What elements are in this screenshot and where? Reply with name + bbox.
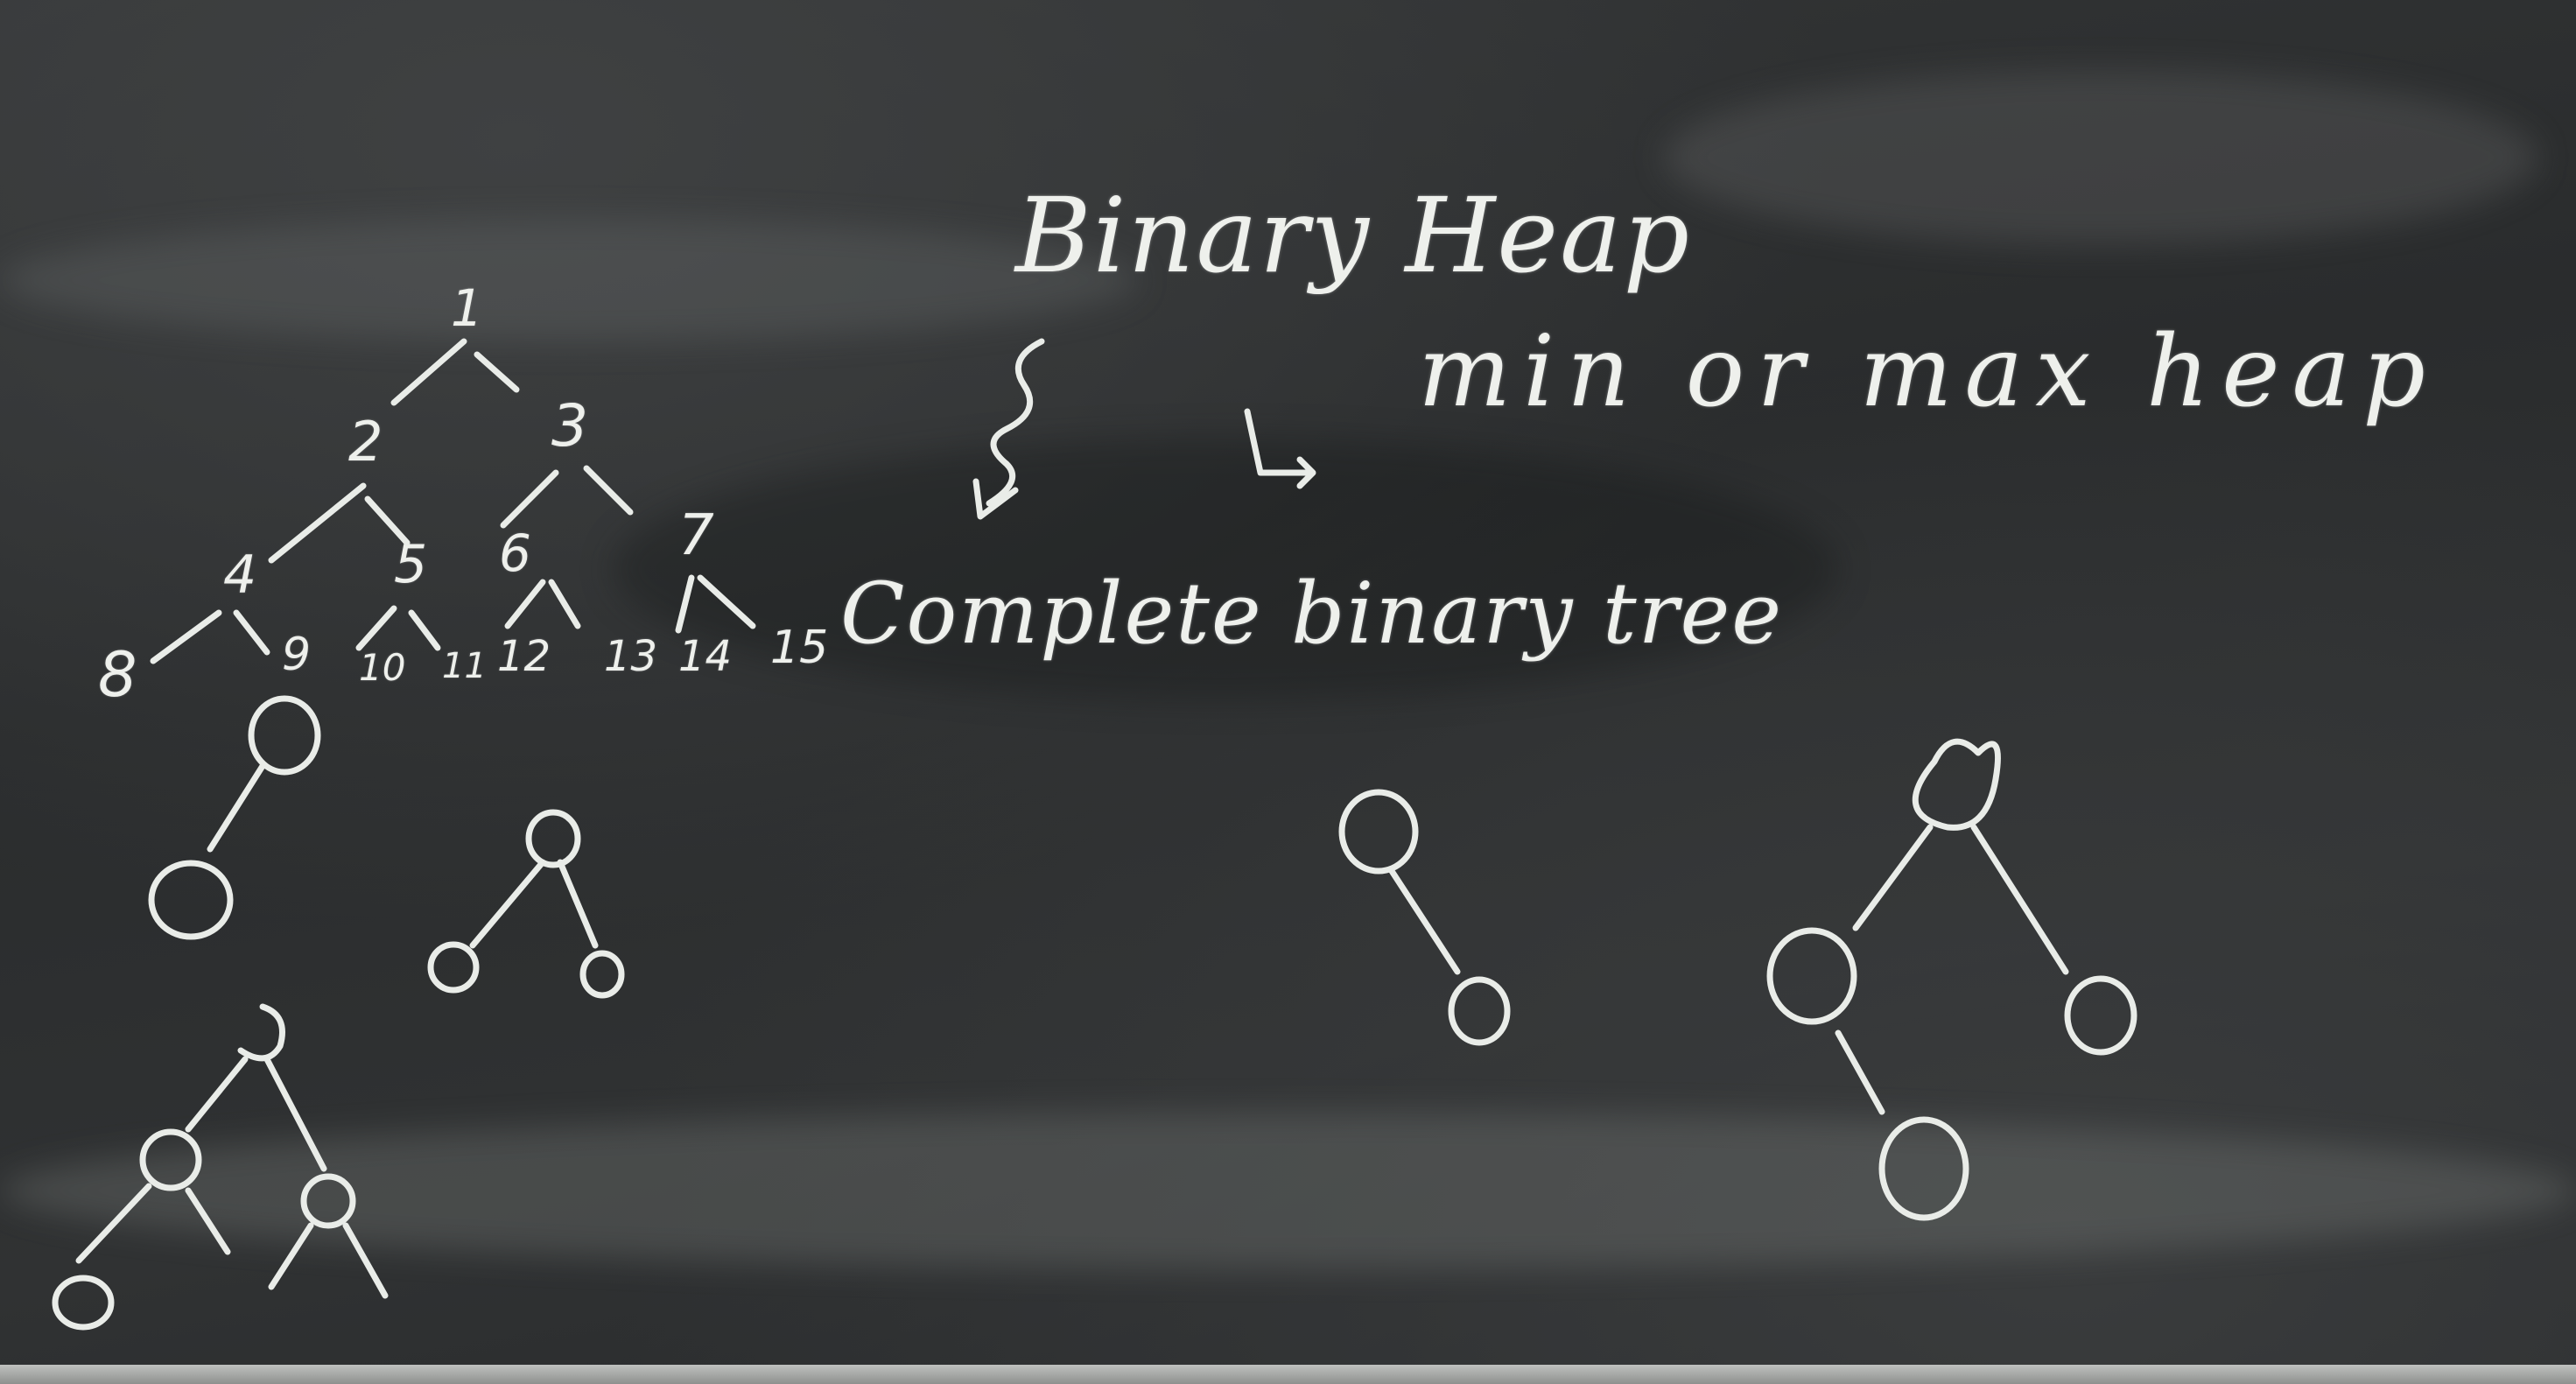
node-circle xyxy=(300,1173,356,1229)
hook-arrow-icon xyxy=(1244,408,1316,489)
node-circle xyxy=(525,809,581,868)
edge xyxy=(364,495,411,546)
edge xyxy=(469,859,546,949)
numbered-tree-edges xyxy=(150,338,756,664)
node-circle xyxy=(427,941,480,994)
right-tree-sketch xyxy=(1766,738,2137,1221)
title-binary-heap: Binary Heap xyxy=(1015,175,1692,296)
edge xyxy=(342,1222,389,1299)
edge xyxy=(504,579,546,629)
edge xyxy=(355,605,397,651)
tree-label-9: 9 xyxy=(282,629,312,681)
eraser-smudge xyxy=(1663,70,2538,245)
eraser-smudge xyxy=(0,219,1138,341)
tree-label-14: 14 xyxy=(678,632,733,681)
node-circle xyxy=(1912,738,2001,831)
edge xyxy=(185,1187,231,1255)
tree-label-6: 6 xyxy=(499,523,531,583)
chalk-tray xyxy=(0,1365,2576,1384)
edge xyxy=(500,469,559,529)
tree-label-2: 2 xyxy=(348,410,383,474)
edge xyxy=(557,859,599,949)
squiggle-arrow xyxy=(986,338,1045,507)
tree-label-11: 11 xyxy=(442,646,487,686)
tree-label-10: 10 xyxy=(359,646,406,689)
node-circle xyxy=(248,695,321,776)
node-circle xyxy=(148,860,234,940)
edge xyxy=(390,338,467,406)
subtitle-heap-type: min or max heap xyxy=(1418,315,2438,429)
edge xyxy=(583,465,634,516)
tree-label-8: 8 xyxy=(98,639,137,711)
edge xyxy=(408,609,441,651)
node-circle xyxy=(52,1275,115,1331)
small-tree-sketch xyxy=(427,809,625,999)
edge xyxy=(185,1056,249,1133)
tree-label-5: 5 xyxy=(394,534,428,595)
tree-label-7: 7 xyxy=(678,503,714,568)
eraser-smudge xyxy=(613,438,1838,700)
node-circle xyxy=(1448,976,1511,1046)
tree-label-12: 12 xyxy=(497,632,551,681)
edge xyxy=(1852,824,1934,931)
edge xyxy=(263,1056,327,1172)
node-circle xyxy=(1766,927,1857,1025)
edge xyxy=(548,579,581,629)
edge xyxy=(207,762,266,853)
edge xyxy=(1388,868,1461,975)
edge xyxy=(1970,824,2069,975)
edge xyxy=(268,1222,314,1290)
edge xyxy=(233,609,270,656)
eraser-smudge xyxy=(0,1112,2576,1269)
tree-label-4: 4 xyxy=(223,544,257,606)
edge xyxy=(75,1183,152,1264)
node-circle xyxy=(1878,1116,1969,1221)
tree-label-3: 3 xyxy=(551,392,588,460)
tree-label-1: 1 xyxy=(451,278,483,338)
node-circle xyxy=(2064,975,2137,1056)
edge xyxy=(150,609,222,664)
edge xyxy=(268,482,367,564)
chain-tree-sketch xyxy=(148,695,321,940)
edge xyxy=(474,351,520,393)
node-circle xyxy=(139,1128,202,1191)
edge xyxy=(697,574,756,629)
tree-label-15: 15 xyxy=(770,622,829,674)
node-circle xyxy=(237,1003,285,1062)
tree-label-13: 13 xyxy=(604,632,658,681)
complete-binary-tree-label: Complete binary tree xyxy=(840,565,1784,663)
arrow-head xyxy=(972,478,1019,520)
two-node-tree-sketch xyxy=(1338,789,1511,1046)
edge xyxy=(1835,1029,1885,1115)
node-circle xyxy=(579,950,625,999)
node-circle xyxy=(1338,789,1419,875)
bottom-left-tree-sketch xyxy=(52,1003,389,1331)
edge xyxy=(675,574,695,634)
